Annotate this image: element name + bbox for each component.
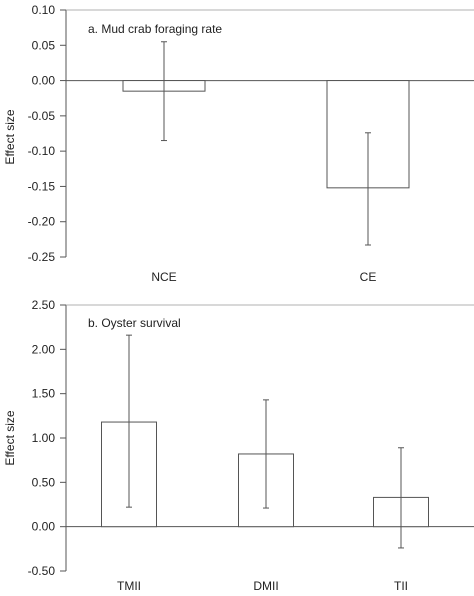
category-label-tii: TII <box>394 579 408 593</box>
y-tick-label: -0.10 <box>28 144 56 158</box>
panel-a-y-axis-title: Effect size <box>3 109 17 164</box>
y-tick-label: -0.25 <box>28 250 56 264</box>
panel-b-y-axis-title: Effect size <box>3 410 17 465</box>
panel-b: b. Oyster survival Effect size 2.50 2.00 1… <box>3 298 474 593</box>
y-tick-label: 1.00 <box>32 431 56 445</box>
category-label-ce: CE <box>360 270 377 284</box>
panel-a: a. Mud crab foraging rate Effect size 0.… <box>3 3 474 284</box>
panel-b-bars: TMII DMII TII <box>101 334 429 593</box>
y-tick-label: -0.05 <box>28 109 56 123</box>
panel-a-bars: NCE CE <box>122 41 410 284</box>
panel-a-title: a. Mud crab foraging rate <box>88 22 222 36</box>
y-tick-label: 0.50 <box>32 475 56 489</box>
y-tick-label: 2.50 <box>32 298 56 312</box>
panel-b-title: b. Oyster survival <box>88 316 181 330</box>
panel-b-y-ticks: 2.50 2.00 1.50 1.00 0.50 0.00 -0.50 <box>28 298 66 578</box>
y-tick-label: -0.50 <box>28 564 56 578</box>
y-tick-label: 1.50 <box>32 387 56 401</box>
category-label-tmii: TMII <box>117 579 141 593</box>
y-tick-label: 0.00 <box>32 520 56 534</box>
category-label-nce: NCE <box>151 270 176 284</box>
y-tick-label: -0.20 <box>28 215 56 229</box>
y-tick-label: 0.05 <box>32 38 56 52</box>
y-tick-label: 2.00 <box>32 342 56 356</box>
y-tick-label: 0.10 <box>32 3 56 17</box>
panel-a-y-ticks: 0.10 0.05 0.00 -0.05 -0.10 -0.15 -0.20 -0.25 <box>28 3 66 264</box>
category-label-dmii: DMII <box>253 579 278 593</box>
y-tick-label: -0.15 <box>28 179 56 193</box>
y-tick-label: 0.00 <box>32 74 56 88</box>
